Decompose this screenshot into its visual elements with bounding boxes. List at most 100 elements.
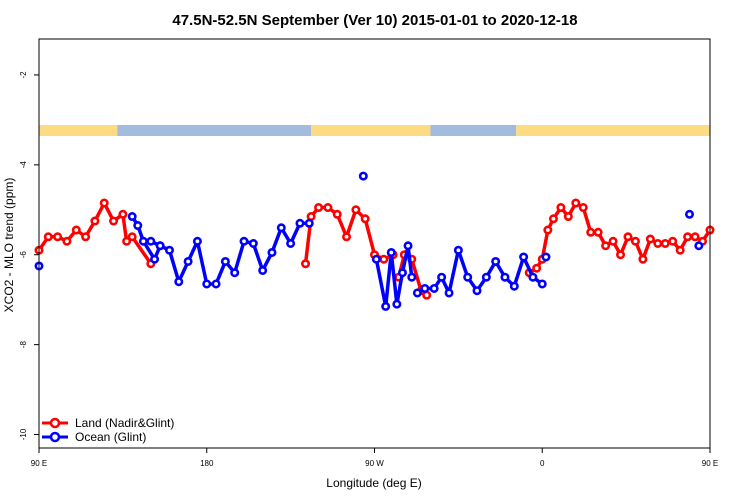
data-point-land bbox=[653, 239, 663, 249]
data-point-ocean bbox=[150, 254, 160, 264]
data-point-ocean bbox=[230, 268, 240, 278]
data-point-land bbox=[563, 212, 573, 222]
legend-marker-ocean bbox=[49, 431, 61, 443]
data-point-ocean bbox=[248, 239, 258, 249]
data-point-land bbox=[543, 225, 553, 235]
data-point-land bbox=[81, 232, 91, 242]
data-point-land bbox=[127, 232, 137, 242]
data-point-ocean bbox=[127, 212, 137, 222]
x-axis-label: Longitude (deg E) bbox=[326, 476, 421, 490]
data-point-ocean bbox=[211, 279, 221, 289]
data-point-ocean bbox=[258, 265, 268, 275]
data-point-ocean bbox=[407, 272, 417, 282]
data-point-land bbox=[616, 250, 626, 260]
data-point-ocean bbox=[541, 252, 551, 262]
data-point-ocean bbox=[392, 299, 402, 309]
data-point-ocean bbox=[453, 245, 463, 255]
strip-ocean bbox=[430, 125, 517, 136]
data-point-ocean bbox=[381, 301, 391, 311]
data-point-land bbox=[360, 214, 370, 224]
data-point-ocean bbox=[491, 256, 501, 266]
data-point-ocean bbox=[133, 221, 143, 231]
data-point-ocean bbox=[286, 239, 296, 249]
data-point-ocean bbox=[509, 281, 519, 291]
data-point-land bbox=[118, 209, 128, 219]
data-point-land bbox=[301, 259, 311, 269]
data-point-land bbox=[660, 239, 670, 249]
data-point-ocean bbox=[358, 171, 368, 181]
data-point-land bbox=[422, 290, 432, 300]
y-tick-label: -10 bbox=[19, 428, 28, 440]
data-point-ocean bbox=[537, 279, 547, 289]
data-point-ocean bbox=[694, 241, 704, 251]
data-point-land bbox=[532, 263, 542, 273]
data-point-land bbox=[571, 198, 581, 208]
data-point-ocean bbox=[371, 254, 381, 264]
data-point-ocean bbox=[472, 286, 482, 296]
data-point-ocean bbox=[386, 247, 396, 257]
data-point-ocean bbox=[412, 288, 422, 298]
strip-land bbox=[39, 125, 118, 136]
data-point-ocean bbox=[437, 272, 447, 282]
data-point-ocean bbox=[463, 272, 473, 282]
strip-ocean bbox=[117, 125, 312, 136]
data-point-land bbox=[90, 216, 100, 226]
data-point-ocean bbox=[164, 245, 174, 255]
data-point-land bbox=[53, 232, 63, 242]
chart-title: 47.5N-52.5N September (Ver 10) 2015-01-0… bbox=[172, 12, 577, 29]
data-point-land bbox=[43, 232, 53, 242]
y-axis-label: XCO2 - MLO trend (ppm) bbox=[2, 178, 16, 313]
y-tick-label: -6 bbox=[19, 251, 28, 259]
series-line-ocean bbox=[150, 221, 310, 286]
data-point-ocean bbox=[220, 256, 230, 266]
strip-land bbox=[311, 125, 431, 136]
data-point-ocean bbox=[528, 272, 538, 282]
series-land bbox=[34, 198, 715, 300]
strip-land bbox=[516, 125, 710, 136]
data-point-ocean bbox=[295, 218, 305, 228]
legend-label-ocean: Ocean (Glint) bbox=[75, 430, 146, 444]
data-point-land bbox=[601, 241, 611, 251]
data-point-ocean bbox=[429, 283, 439, 293]
data-point-land bbox=[314, 203, 324, 213]
x-tick-label: 0 bbox=[540, 459, 545, 468]
data-point-ocean bbox=[138, 236, 148, 246]
legend-marker-land bbox=[49, 417, 61, 429]
legend-label-land: Land (Nadir&Glint) bbox=[75, 416, 174, 430]
data-point-land bbox=[586, 227, 596, 237]
data-point-ocean bbox=[403, 241, 413, 251]
data-point-land bbox=[351, 205, 361, 215]
data-point-land bbox=[638, 254, 648, 264]
series-ocean bbox=[34, 171, 704, 311]
y-tick-label: -8 bbox=[19, 341, 28, 349]
x-tick-label: 90 E bbox=[702, 459, 718, 468]
legend: Land (Nadir&Glint)Ocean (Glint) bbox=[42, 416, 174, 444]
series-layer bbox=[34, 171, 715, 311]
data-point-land bbox=[332, 209, 342, 219]
data-point-land bbox=[645, 234, 655, 244]
data-point-land bbox=[379, 254, 389, 264]
x-axis: 90 E 180 90 W 0 90 E bbox=[31, 448, 718, 468]
data-point-land bbox=[556, 203, 566, 213]
data-point-land bbox=[683, 232, 693, 242]
data-point-ocean bbox=[192, 236, 202, 246]
data-point-land bbox=[342, 232, 352, 242]
data-point-land bbox=[593, 227, 603, 237]
data-point-land bbox=[578, 203, 588, 213]
data-point-land bbox=[548, 214, 558, 224]
data-point-ocean bbox=[519, 252, 529, 262]
data-point-ocean bbox=[481, 272, 491, 282]
data-point-land bbox=[623, 232, 633, 242]
data-point-land bbox=[668, 236, 678, 246]
data-point-ocean bbox=[500, 272, 510, 282]
data-point-ocean bbox=[420, 283, 430, 293]
data-point-ocean bbox=[155, 241, 165, 251]
data-point-land bbox=[109, 216, 119, 226]
data-point-land bbox=[675, 245, 685, 255]
y-axis: -2 -4 -6 -8 -10 bbox=[19, 71, 39, 440]
data-point-land bbox=[608, 236, 618, 246]
data-point-ocean bbox=[239, 236, 249, 246]
data-point-land bbox=[306, 212, 316, 222]
data-point-ocean bbox=[444, 288, 454, 298]
